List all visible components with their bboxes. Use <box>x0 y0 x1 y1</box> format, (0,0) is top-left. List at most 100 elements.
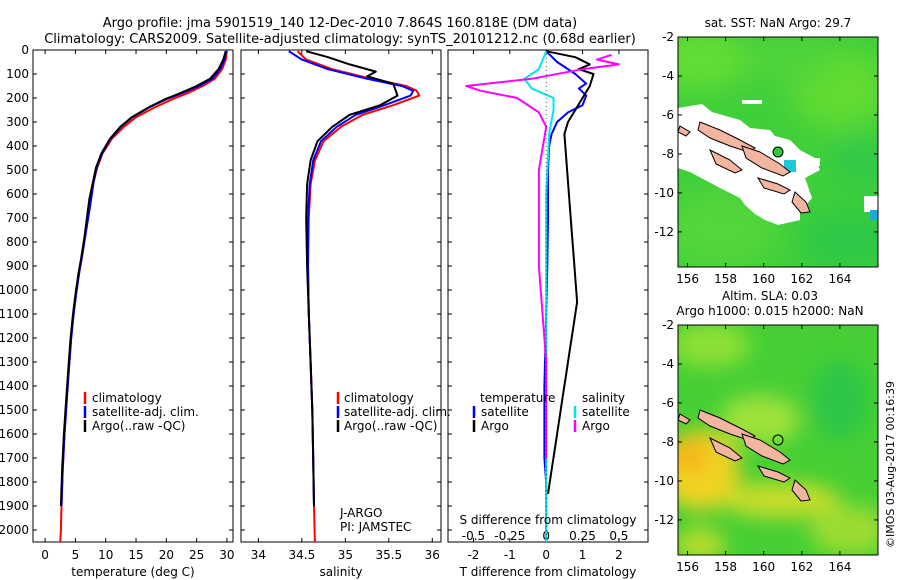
y-tick-label: 200 <box>6 91 29 105</box>
sst-islands <box>678 121 811 214</box>
map-x-tick-label: 162 <box>790 272 813 286</box>
salinity-legend: climatology satellite-adj. clim. Argo(..… <box>336 391 451 534</box>
legend-label-climatology: climatology <box>92 391 162 405</box>
y-tick-label: 1900 <box>0 499 29 513</box>
island <box>791 191 811 214</box>
map-y-tick-label: -6 <box>662 396 674 410</box>
x-tick-label: -1 <box>504 548 516 562</box>
temperature-series <box>59 50 228 543</box>
difference-panel-frame <box>447 49 649 543</box>
sla-map <box>678 325 878 555</box>
y-tick-label: 900 <box>6 259 29 273</box>
series-line-argo-raw-qc <box>59 50 227 507</box>
sla-patch <box>678 437 708 473</box>
legend-label-s-argo: Argo <box>582 419 610 433</box>
sla-islands <box>678 409 811 502</box>
map-x-tick-label: 164 <box>828 272 851 286</box>
sst-map-axis-ticks: 156 158 160 162 164 -2 -4 -6 -8 -10 -12 <box>654 30 878 286</box>
island <box>678 125 691 137</box>
legend-label-satellite: satellite-adj. clim. <box>92 405 199 419</box>
x-tick-label-secondary: -0.5 <box>462 529 485 543</box>
salinity-series <box>288 50 421 543</box>
x-tick-label: 34 <box>251 548 266 562</box>
x-tick-label: 0 <box>41 548 49 562</box>
map-y-tick-label: -10 <box>654 186 674 200</box>
sst-cyan-cell <box>870 210 878 220</box>
legend-label-s-satellite: satellite <box>582 405 630 419</box>
island <box>709 436 743 462</box>
legend-label-satellite: satellite-adj. clim. <box>344 405 451 419</box>
island <box>756 177 791 195</box>
annotation-program: J-ARGO <box>339 506 382 520</box>
sst-patch <box>830 135 878 185</box>
difference-series <box>465 50 620 542</box>
annotation-pi: PI: JAMSTEC <box>340 520 411 534</box>
x-tick-label: 5 <box>72 548 80 562</box>
nodata-region <box>808 158 820 166</box>
map-x-tick-label: 158 <box>714 272 737 286</box>
y-tick-label: 0 <box>21 43 29 57</box>
series-line-t-argo <box>545 50 595 495</box>
sla-map-title-line2: Argo h1000: 0.015 h2000: NaN <box>676 304 863 318</box>
series-line-s-argo <box>465 53 620 458</box>
sla-patch <box>678 325 750 367</box>
temperature-legend: climatology satellite-adj. clim. Argo(..… <box>83 391 199 433</box>
y-tick-label: 400 <box>6 139 29 153</box>
map-y-tick-label: -6 <box>662 108 674 122</box>
sla-patch <box>678 527 725 555</box>
map-x-tick-label: 160 <box>752 272 775 286</box>
y-tick-label: 1800 <box>0 475 29 489</box>
sla-patch <box>810 505 878 555</box>
y-tick-label: 600 <box>6 187 29 201</box>
x-tick-label: 25 <box>189 548 204 562</box>
salinity-xlabel: salinity <box>319 565 362 579</box>
difference-axis-ticks: -2 -1 0 1 2-0.5 -0.25 0 0.25 0.5 <box>448 49 648 562</box>
sst-field <box>678 37 878 267</box>
y-tick-label: 1500 <box>0 403 29 417</box>
x-tick-label: 1 <box>579 548 587 562</box>
sla-patch <box>810 360 870 440</box>
map-x-tick-label: 158 <box>714 560 737 574</box>
x-tick-label: 34.5 <box>289 548 316 562</box>
map-y-tick-label: -12 <box>654 225 674 239</box>
island <box>791 479 811 502</box>
sla-patch <box>720 482 840 518</box>
y-tick-label: 1600 <box>0 427 29 441</box>
map-x-tick-label: 162 <box>790 560 813 574</box>
x-tick-label-secondary: -0.25 <box>494 529 525 543</box>
map-y-tick-label: -8 <box>662 147 674 161</box>
y-tick-label: 1700 <box>0 451 29 465</box>
y-tick-label: 1000 <box>0 283 29 297</box>
sla-map-frame <box>677 324 879 556</box>
map-y-tick-label: -4 <box>662 69 674 83</box>
x-tick-label: 30 <box>219 548 234 562</box>
legend-title-temperature: temperature <box>480 391 555 405</box>
island <box>756 465 791 483</box>
map-y-tick-label: -2 <box>662 318 674 332</box>
y-tick-label: 2000 <box>0 523 29 537</box>
sst-map <box>678 37 878 267</box>
figure-title-line2: Climatology: CARS2009. Satellite-adjuste… <box>44 32 636 47</box>
sst-map-title: sat. SST: NaN Argo: 29.7 <box>705 16 852 30</box>
legend-label-climatology: climatology <box>344 391 414 405</box>
legend-label-t-satellite: satellite <box>481 405 529 419</box>
imos-credit: ©IMOS 03-Aug-2017 00:16:39 <box>884 381 897 548</box>
x-tick-label-secondary: 0.5 <box>609 529 628 543</box>
nodata-region <box>742 100 762 104</box>
x-tick-label: 15 <box>128 548 143 562</box>
island <box>709 148 743 174</box>
legend-label-t-argo: Argo <box>481 419 509 433</box>
sla-patch <box>720 395 800 445</box>
map-y-tick-label: -10 <box>654 474 674 488</box>
legend-label-argo: Argo(..raw -QC) <box>344 419 437 433</box>
profile-location-marker <box>772 146 784 158</box>
y-tick-label: 800 <box>6 235 29 249</box>
y-tick-label: 700 <box>6 211 29 225</box>
map-y-tick-label: -2 <box>662 30 674 44</box>
temperature-axis-ticks: 0100200300400500600700800900100011001200… <box>0 43 235 562</box>
y-tick-label: 1100 <box>0 307 29 321</box>
sla-map-axis-ticks: 156 158 160 162 164 -2 -4 -6 -8 -10 -12 <box>654 318 878 574</box>
x-tick-label: 2 <box>615 548 623 562</box>
sst-map-frame <box>677 36 879 268</box>
nodata-region <box>864 196 878 212</box>
